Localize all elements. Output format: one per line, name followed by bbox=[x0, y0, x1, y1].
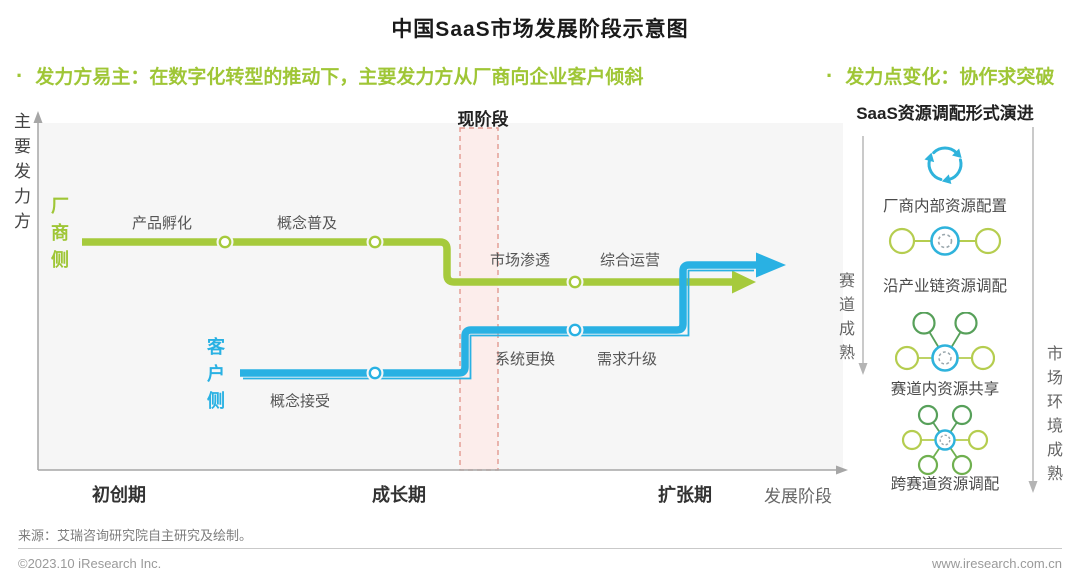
stage-label-growth: 成长期 bbox=[372, 485, 426, 505]
milestone-node bbox=[218, 235, 232, 249]
cross-track-icon bbox=[901, 404, 989, 476]
y-axis-label: 主要发力方 bbox=[11, 112, 30, 237]
milestone-node bbox=[368, 366, 382, 380]
current-stage-label: 现阶段 bbox=[457, 110, 509, 129]
left-heading: · 发力方易主：在数字化转型的推动下，主要发力方从厂商向企业客户倾斜 bbox=[16, 62, 643, 89]
track-maturity-label: 赛道成熟 bbox=[836, 272, 853, 368]
x-axis-arrow-icon bbox=[836, 465, 848, 475]
evolution-item-label: 沿产业链资源调配 bbox=[882, 278, 1007, 295]
bullet-icon: · bbox=[16, 63, 24, 88]
market-maturity-arrowhead-icon bbox=[1028, 481, 1038, 493]
evolution-item-label: 厂商内部资源配置 bbox=[882, 198, 1007, 215]
milestone-node bbox=[568, 323, 582, 337]
vendor-phase-label: 概念普及 bbox=[276, 215, 337, 232]
footer-divider bbox=[18, 548, 1062, 549]
vendor-side-label: 厂商侧 bbox=[49, 196, 69, 277]
vendor-phase-label: 市场渗透 bbox=[489, 252, 550, 269]
milestone-nodes bbox=[216, 233, 584, 382]
evolution-item-label: 赛道内资源共享 bbox=[890, 381, 1000, 398]
vendor-phase-label: 综合运营 bbox=[599, 252, 660, 269]
chain-icon bbox=[888, 226, 1002, 256]
milestone-node bbox=[368, 235, 382, 249]
right-heading: · 发力点变化：协作求突破 bbox=[826, 62, 1054, 89]
track-maturity-arrowhead-icon bbox=[858, 363, 868, 375]
vendor-phase-label: 产品孵化 bbox=[131, 215, 192, 232]
right-heading-text: 发力点变化：协作求突破 bbox=[845, 67, 1055, 88]
plot-background bbox=[38, 123, 843, 470]
bullet-icon: · bbox=[826, 63, 834, 88]
intra-track-icon bbox=[895, 312, 995, 372]
source-note: 来源：艾瑞咨询研究院自主研究及绘制。 bbox=[18, 528, 253, 543]
vendor-line bbox=[82, 238, 735, 286]
milestone-node bbox=[568, 275, 582, 289]
stage-label-startup: 初创期 bbox=[92, 485, 146, 505]
customer-phase-label: 概念接受 bbox=[269, 393, 330, 410]
cycle-icon bbox=[924, 146, 963, 185]
y-axis-arrow-icon bbox=[33, 111, 43, 123]
website-text: www.iresearch.com.cn bbox=[931, 556, 1062, 571]
customer-side-label: 客户侧 bbox=[205, 337, 225, 418]
evolution-subheading: SaaS资源调配形式演进 bbox=[856, 104, 1034, 123]
stage-label-expansion: 扩张期 bbox=[658, 485, 712, 505]
x-axis-label: 发展阶段 bbox=[764, 487, 832, 506]
current-stage-box bbox=[459, 127, 499, 471]
left-heading-text: 发力方易主：在数字化转型的推动下，主要发力方从厂商向企业客户倾斜 bbox=[35, 67, 644, 88]
vendor-arrow-icon bbox=[732, 270, 756, 294]
customer-arrow-icon bbox=[756, 252, 786, 278]
customer-phase-label: 系统更换 bbox=[494, 351, 555, 368]
page-title: 中国SaaS市场发展阶段示意图 bbox=[391, 18, 689, 41]
evolution-item-label: 跨赛道资源调配 bbox=[890, 476, 1000, 493]
customer-phase-label: 需求升级 bbox=[596, 351, 657, 368]
market-maturity-label: 市场环境成熟 bbox=[1044, 345, 1061, 489]
copyright-text: ©2023.10 iResearch Inc. bbox=[18, 556, 162, 571]
